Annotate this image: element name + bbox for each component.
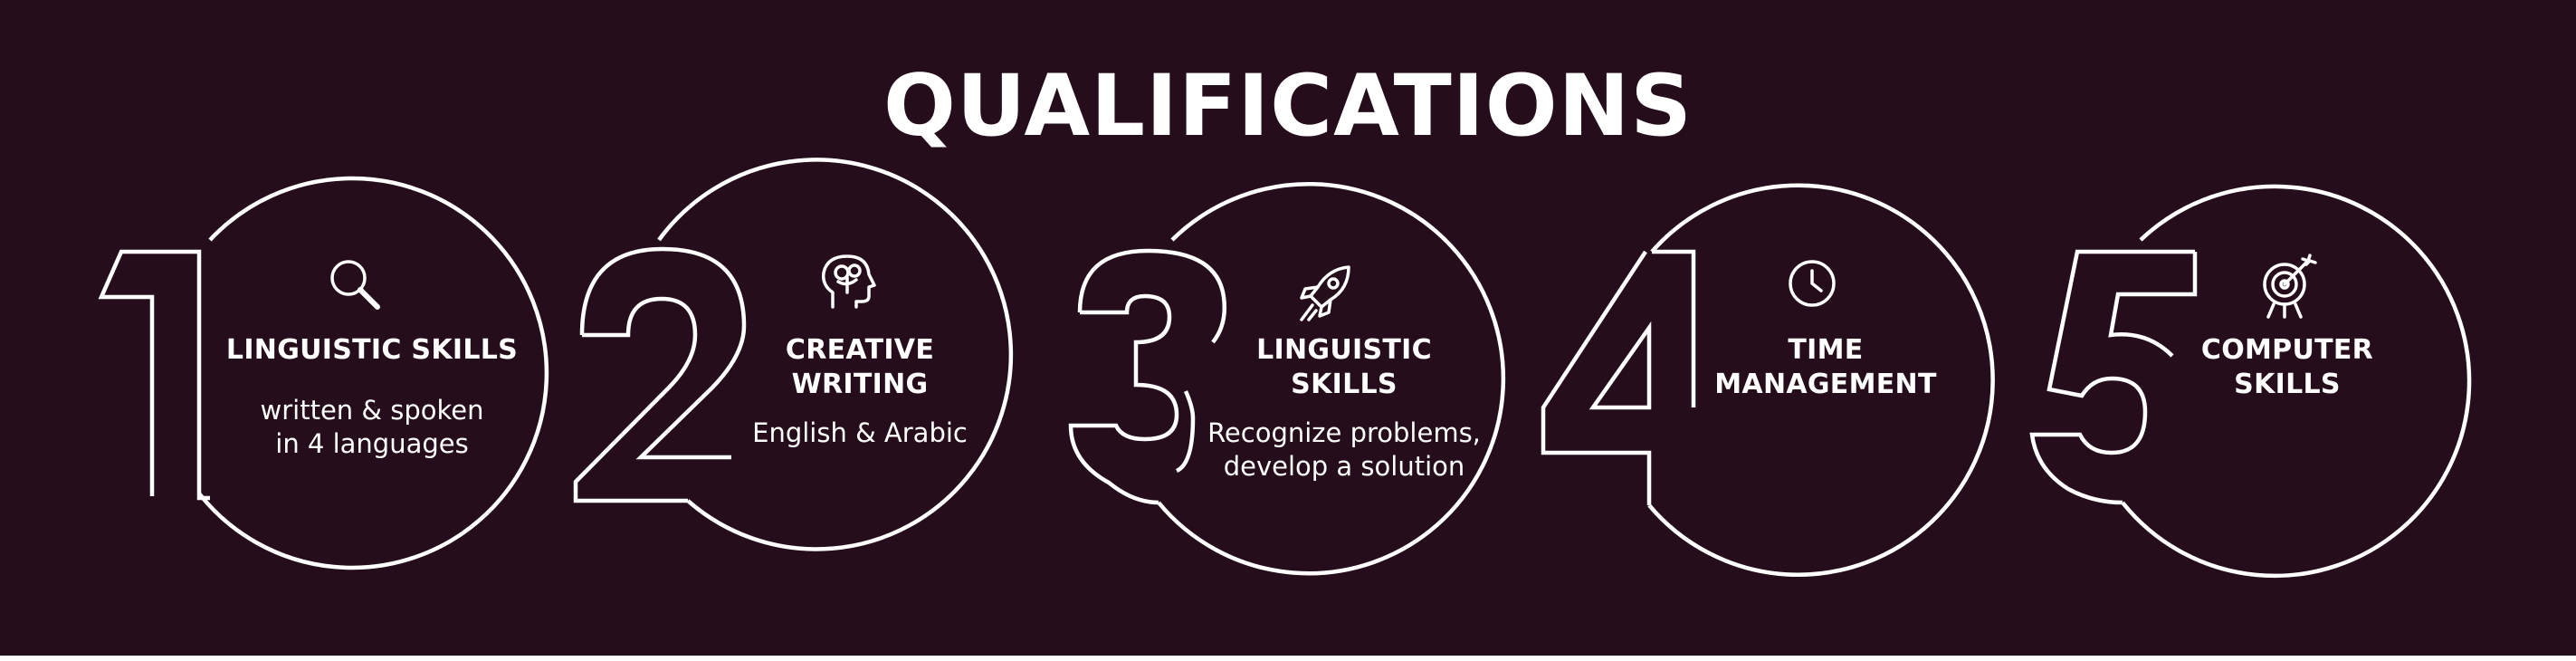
digit-5-outline bbox=[2029, 249, 2195, 505]
brain-head-icon bbox=[815, 251, 883, 320]
circle-3-outline bbox=[1157, 181, 1506, 576]
clock-icon bbox=[1778, 251, 1846, 320]
rocket-icon bbox=[1293, 260, 1361, 329]
circle-5-outline bbox=[2121, 184, 2472, 579]
magnifier-icon bbox=[321, 251, 390, 320]
digit-2-outline bbox=[573, 246, 747, 503]
digit-3-inner-outline bbox=[1077, 248, 1226, 474]
circle-1-outline bbox=[197, 176, 549, 570]
target-icon bbox=[2254, 254, 2323, 322]
item-1-description: written & spoken in 4 languages bbox=[260, 395, 484, 459]
digit-1-outline bbox=[98, 249, 210, 501]
number-1-outline bbox=[98, 176, 549, 570]
number-2-outline bbox=[573, 158, 1014, 551]
item-1-heading: LINGUISTIC SKILLS bbox=[225, 334, 519, 366]
circle-4-outline bbox=[1647, 183, 1995, 577]
circle-2-outline bbox=[657, 158, 1014, 551]
item-2-heading: CREATIVE WRITING bbox=[785, 334, 935, 400]
digit-3-outline bbox=[1068, 293, 1179, 505]
number-3-outline bbox=[1068, 181, 1506, 576]
page-title: QUALIFICATIONS bbox=[883, 57, 1693, 156]
number-4-outline bbox=[1541, 183, 1995, 577]
item-4-heading: TIME MANAGEMENT bbox=[1714, 334, 1937, 400]
item-3-description: Recognize problems, develop a solution bbox=[1207, 417, 1481, 482]
item-5-heading: COMPUTER SKILLS bbox=[2200, 334, 2374, 400]
digit-5-inner-outline bbox=[2108, 252, 2198, 358]
item-2-description: English & Arabic bbox=[752, 417, 968, 448]
number-5-outline bbox=[2029, 184, 2472, 579]
item-3-heading: LINGUISTIC SKILLS bbox=[1256, 334, 1432, 400]
digit-4-outline bbox=[1541, 249, 1696, 505]
